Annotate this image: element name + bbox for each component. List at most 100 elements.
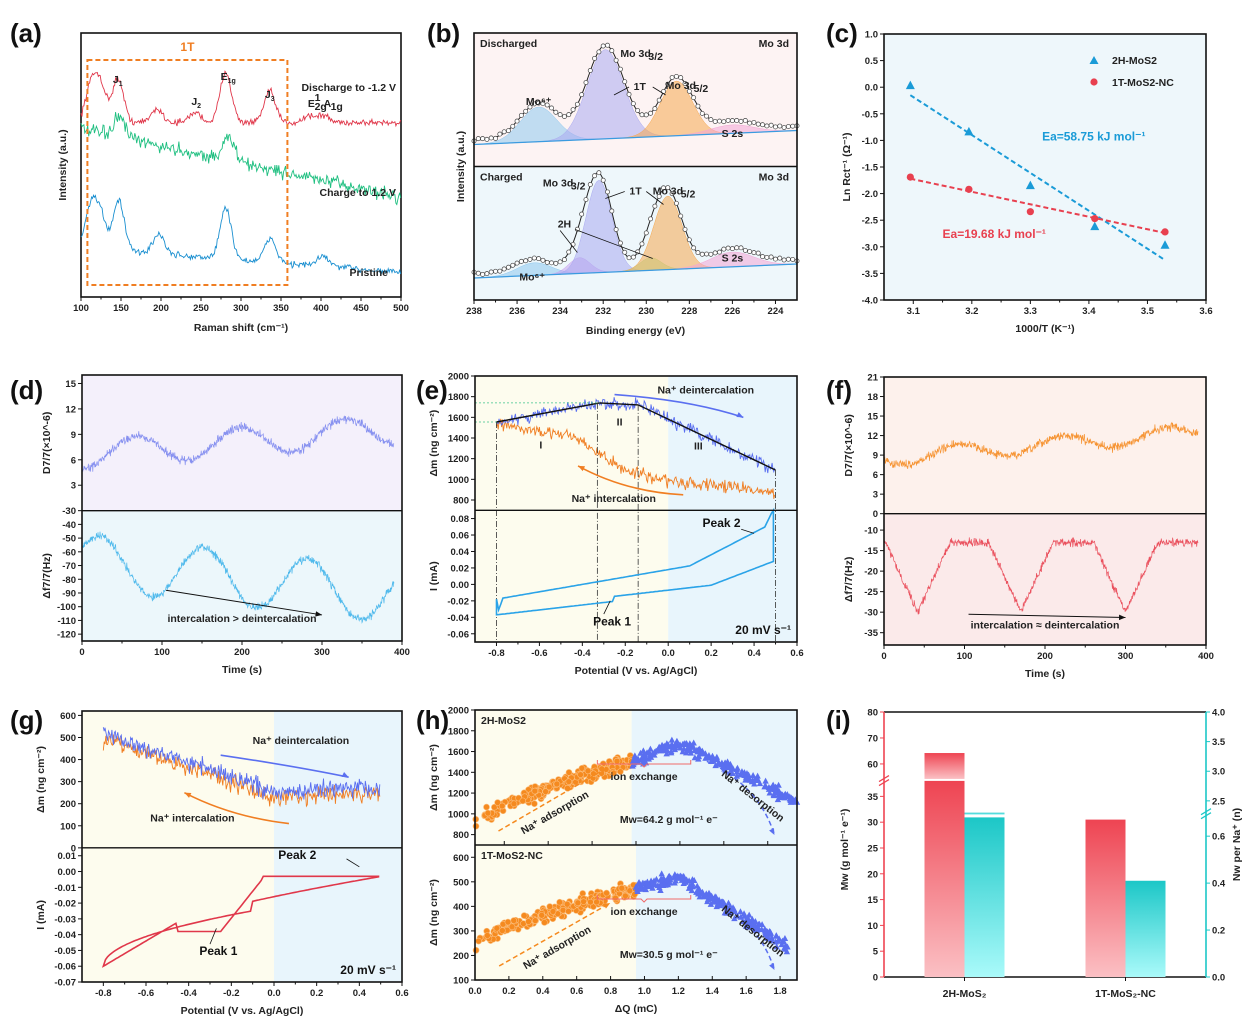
xps-label-mo3d52-top-sub: 5/2 bbox=[694, 83, 709, 95]
panel-e-ylabel-cv: I (mA) bbox=[428, 561, 440, 591]
adsorption-arrow-head-1 bbox=[603, 903, 611, 909]
panel-e-deintercalation-arrow-head bbox=[736, 412, 744, 418]
xps-data-point bbox=[639, 112, 645, 118]
panel-f-xlabel: Time (s) bbox=[1025, 668, 1065, 680]
xps-data-point bbox=[480, 136, 486, 142]
xps-data-point bbox=[708, 251, 714, 257]
xps-arrow-2h-a bbox=[575, 229, 653, 259]
adsorption-point bbox=[472, 946, 480, 954]
desorption-point bbox=[744, 923, 752, 930]
xps-arrow-1t-bottom-a bbox=[605, 191, 625, 199]
ion-exchange-label-0: ion exchange bbox=[610, 771, 677, 783]
xps-tag-1: Mo 3d bbox=[759, 172, 789, 184]
panel-b-discharged-bg bbox=[474, 33, 797, 167]
panel-d-ylabel-0: D7/7(×10^-6) bbox=[41, 412, 53, 474]
panel-g-intercalation-arrow bbox=[184, 791, 290, 825]
xps-data-point bbox=[566, 112, 572, 118]
xps-data-point bbox=[609, 208, 615, 214]
xps-data-point bbox=[773, 124, 778, 130]
panel-g-reduction-region bbox=[82, 711, 274, 982]
xps-data-point bbox=[665, 185, 671, 191]
panel-g-x-tick-label: -0.8 bbox=[95, 988, 111, 999]
desorption-point bbox=[764, 932, 771, 939]
panel-b-x-tick-label: 230 bbox=[638, 306, 654, 317]
desorption-point bbox=[657, 886, 664, 893]
panel-e-intercalation-arrow-head bbox=[578, 465, 586, 472]
adsorption-point bbox=[525, 918, 532, 925]
panel-d-y0-tick-label: 15 bbox=[65, 379, 76, 390]
panel-c-y-tick-label: -2.0 bbox=[862, 189, 878, 200]
desorption-point bbox=[751, 776, 759, 783]
desorption-point bbox=[653, 875, 660, 882]
panel-c-y-tick-label: 0.0 bbox=[865, 83, 878, 94]
panel-g-ymass-tick-label: 500 bbox=[60, 733, 76, 744]
desorption-point bbox=[772, 783, 779, 790]
ea-label-2h: Ea=58.75 kJ mol⁻¹ bbox=[1042, 129, 1145, 143]
panel-f-y1-tick-label: -25 bbox=[864, 587, 878, 598]
panel-f-y0-tick-label: 18 bbox=[867, 392, 878, 403]
desorption-point bbox=[684, 747, 692, 754]
xps-data-point bbox=[695, 250, 701, 256]
panel-a-x-tick-label: 500 bbox=[393, 303, 409, 314]
panel-e-ylabel-mass: Δm (ng cm⁻²) bbox=[428, 410, 440, 477]
panel-i-yright-tick-label: 0.2 bbox=[1212, 926, 1225, 937]
panel-e-frame bbox=[474, 375, 798, 643]
desorption-point bbox=[688, 887, 695, 894]
xps-label-mo3d52-top: Mo 3d bbox=[666, 80, 696, 92]
panel-e-ycv-tick-label: -0.04 bbox=[447, 613, 469, 624]
panel-f-trend-arrow bbox=[968, 613, 1126, 619]
adsorption-point bbox=[499, 927, 506, 934]
adsorption-point bbox=[626, 887, 634, 895]
desorption-point bbox=[657, 744, 665, 751]
panel-i-yright-tick-label: 4.0 bbox=[1212, 708, 1225, 719]
xps-data-point bbox=[699, 251, 705, 257]
panel-g-deintercalation-arrow-head bbox=[341, 771, 349, 778]
panel-e-x-tick-label: -0.2 bbox=[617, 648, 633, 659]
desorption-point bbox=[762, 782, 769, 789]
panel-h-y0-tick-label: 1800 bbox=[448, 726, 469, 737]
xps-data-point bbox=[760, 254, 765, 260]
panel-f-ylabel-0: D7/7(×10^-6) bbox=[843, 414, 855, 476]
panel-g-x-tick-label: -0.2 bbox=[223, 988, 239, 999]
desorption-arrow-0 bbox=[706, 760, 776, 836]
right-axis-break bbox=[1200, 808, 1212, 820]
panel-g-scan-rate: 20 mV s⁻¹ bbox=[340, 963, 396, 977]
xps-data-point bbox=[484, 136, 490, 142]
xps-data-point bbox=[506, 128, 511, 134]
desorption-point bbox=[642, 886, 649, 893]
desorption-point bbox=[783, 948, 791, 955]
xps-data-point bbox=[669, 191, 675, 197]
xps-label-mo3d52-bottom-sub: 5/2 bbox=[681, 189, 696, 201]
desorption-point bbox=[745, 771, 752, 778]
xps-data-point bbox=[669, 75, 675, 80]
desorption-point bbox=[631, 757, 639, 764]
xps-data-point bbox=[583, 197, 589, 203]
panel-i-yright-tick-label: 3.5 bbox=[1212, 737, 1226, 748]
xps-data-point bbox=[553, 260, 559, 266]
xps-data-point bbox=[587, 68, 593, 73]
panel-h-y1-tick-label: 400 bbox=[453, 902, 469, 913]
bar-nw-1 bbox=[1125, 880, 1166, 977]
xps-label-mo3d32-top: Mo 3d bbox=[620, 48, 650, 60]
panel-h-ylabel-0: Δm (ng cm⁻²) bbox=[428, 744, 440, 811]
panel-e-xlabel: Potential (V vs. Ag/AgCl) bbox=[575, 665, 698, 677]
xps-data-point bbox=[570, 241, 576, 247]
panel-f-y0-tick-label: 21 bbox=[867, 373, 878, 384]
xps-label-s2s-top: S 2s bbox=[722, 128, 744, 140]
xps-baseline-1 bbox=[473, 263, 798, 279]
adsorption-point bbox=[484, 809, 492, 817]
xps-data-point bbox=[725, 245, 731, 251]
panel-c-x-tick-label: 3.2 bbox=[965, 306, 978, 317]
desorption-point bbox=[644, 878, 651, 885]
panel-i-yright-tick-label: 2.5 bbox=[1212, 796, 1226, 807]
desorption-point bbox=[772, 938, 779, 945]
panel-f-y1-tick-label: -30 bbox=[864, 608, 878, 619]
panel-f-x-tick-label: 200 bbox=[1037, 651, 1053, 662]
panel-d-y1-tick-label: -90 bbox=[62, 588, 76, 599]
panel-b-x-tick-label: 228 bbox=[681, 306, 697, 317]
data-point-2h-mos2 bbox=[1025, 180, 1035, 190]
panel-e-ycv-tick-label: 0.06 bbox=[451, 531, 470, 542]
panel-c-y-tick-label: -4.0 bbox=[862, 296, 878, 307]
